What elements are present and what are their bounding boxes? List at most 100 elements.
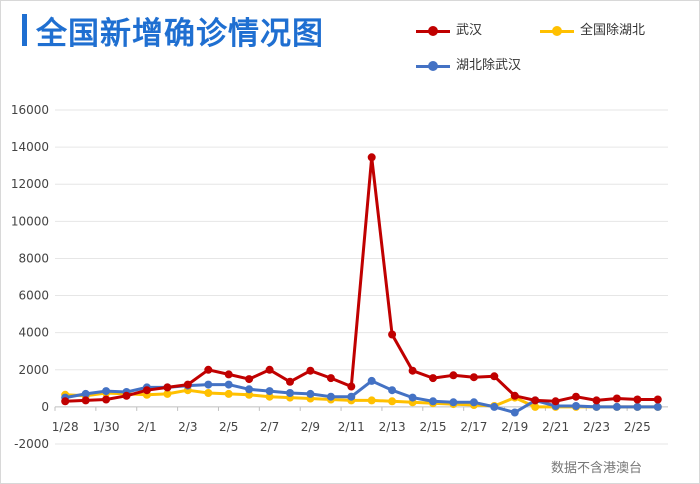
data-point-wuhan: [592, 396, 601, 405]
y-tick-label: 0: [41, 400, 49, 414]
data-point-hubei-excl-wuhan: [245, 385, 254, 394]
legend-item-hubei-excl-wuhan: 湖北除武汉: [416, 58, 556, 74]
y-tick-label: 16000: [11, 103, 49, 117]
legend-marker-hubei-excl-wuhan: [428, 61, 438, 71]
data-point-hubei-excl-wuhan: [347, 392, 356, 401]
legend-label-hubei-excl-wuhan: 湖北除武汉: [456, 58, 522, 73]
data-point-national-excl-hubei: [265, 392, 274, 401]
legend-item-national-excl-hubei: 全国除湖北: [540, 23, 680, 39]
x-tick-label: 2/19: [501, 420, 528, 434]
data-point-wuhan: [531, 396, 540, 405]
data-point-wuhan: [286, 377, 294, 386]
data-point-hubei-excl-wuhan: [204, 380, 213, 389]
y-tick-label: 2000: [18, 363, 49, 377]
data-point-wuhan: [122, 391, 131, 400]
x-tick-label: 1/28: [52, 420, 79, 434]
data-point-hubei-excl-wuhan: [367, 376, 376, 385]
data-point-national-excl-hubei: [204, 389, 213, 397]
x-tick-label: 2/11: [338, 420, 365, 434]
data-point-hubei-excl-wuhan: [572, 402, 580, 410]
data-point-wuhan: [102, 395, 111, 404]
y-tick-label: -2000: [14, 437, 49, 451]
data-point-wuhan: [449, 371, 458, 380]
y-tick-label: 12000: [11, 177, 49, 191]
x-tick-label: 2/9: [301, 420, 320, 434]
data-point-hubei-excl-wuhan: [408, 393, 417, 402]
data-point-hubei-excl-wuhan: [633, 402, 642, 411]
y-tick-label: 6000: [18, 289, 49, 303]
x-tick-label: 2/15: [420, 420, 447, 434]
x-tick-label: 2/17: [460, 420, 487, 434]
data-point-wuhan: [163, 383, 172, 392]
series-line-wuhan: [65, 155, 658, 403]
data-point-wuhan: [326, 374, 335, 383]
x-tick-label: 2/1: [137, 420, 156, 434]
data-point-wuhan: [388, 330, 397, 339]
data-point-wuhan: [408, 366, 417, 375]
data-point-hubei-excl-wuhan: [326, 392, 335, 401]
data-point-national-excl-hubei: [163, 389, 172, 398]
data-point-wuhan: [265, 365, 274, 374]
legend-label-wuhan: 武汉: [456, 23, 483, 38]
data-point-wuhan: [224, 370, 233, 379]
data-point-wuhan: [612, 394, 621, 403]
data-point-hubei-excl-wuhan: [265, 387, 274, 396]
data-point-hubei-excl-wuhan: [592, 402, 601, 411]
data-point-national-excl-hubei: [388, 397, 397, 406]
data-footnote: 数据不含港澳台: [550, 461, 642, 476]
data-point-hubei-excl-wuhan: [469, 398, 478, 407]
legend-marker-national-excl-hubei: [552, 26, 562, 36]
chart-title: 全国新增确诊情况图: [36, 16, 324, 52]
x-tick-label: 2/5: [219, 420, 238, 434]
data-point-wuhan: [204, 365, 213, 374]
x-tick-label: 2/25: [624, 420, 651, 434]
data-point-wuhan: [510, 391, 519, 400]
data-point-national-excl-hubei: [367, 396, 376, 405]
x-tick-label: 2/3: [178, 420, 197, 434]
data-point-wuhan: [551, 397, 560, 406]
data-point-wuhan: [306, 366, 315, 375]
data-point-hubei-excl-wuhan: [388, 386, 397, 395]
x-tick-label: 2/23: [583, 420, 610, 434]
x-tick-label: 2/13: [379, 420, 406, 434]
legend-label-national-excl-hubei: 全国除湖北: [580, 23, 646, 38]
data-point-wuhan: [429, 374, 437, 383]
x-tick-label: 1/30: [93, 420, 120, 434]
x-tick-label: 2/21: [542, 420, 569, 434]
data-point-wuhan: [367, 153, 376, 162]
data-point-wuhan: [633, 395, 642, 404]
y-tick-label: 14000: [11, 140, 49, 154]
data-point-hubei-excl-wuhan: [490, 402, 499, 411]
data-point-wuhan: [490, 372, 499, 381]
data-point-wuhan: [183, 380, 192, 389]
title-accent-bar: [22, 14, 27, 46]
data-point-national-excl-hubei: [224, 389, 233, 398]
data-point-hubei-excl-wuhan: [429, 397, 437, 406]
y-tick-label: 4000: [18, 326, 49, 340]
legend-item-wuhan: 武汉: [416, 23, 526, 39]
data-point-hubei-excl-wuhan: [612, 402, 621, 411]
data-point-hubei-excl-wuhan: [224, 380, 233, 389]
data-point-hubei-excl-wuhan: [81, 389, 90, 398]
data-point-hubei-excl-wuhan: [653, 402, 662, 411]
y-tick-label: 10000: [11, 214, 49, 228]
data-point-wuhan: [61, 397, 70, 406]
data-point-wuhan: [469, 373, 478, 382]
data-point-wuhan: [653, 395, 662, 404]
data-point-national-excl-hubei: [531, 402, 540, 411]
y-tick-label: 8000: [18, 251, 49, 265]
data-point-wuhan: [245, 375, 254, 384]
data-point-wuhan: [572, 392, 580, 401]
data-point-hubei-excl-wuhan: [102, 387, 111, 396]
data-point-wuhan: [81, 396, 90, 405]
x-tick-label: 2/7: [260, 420, 279, 434]
legend-marker-wuhan: [428, 26, 438, 36]
data-point-hubei-excl-wuhan: [510, 408, 519, 417]
data-point-wuhan: [347, 382, 356, 391]
data-point-hubei-excl-wuhan: [449, 398, 458, 407]
data-point-hubei-excl-wuhan: [306, 389, 315, 398]
data-point-wuhan: [142, 386, 151, 395]
data-point-hubei-excl-wuhan: [286, 389, 294, 397]
data-point-national-excl-hubei: [245, 390, 254, 399]
